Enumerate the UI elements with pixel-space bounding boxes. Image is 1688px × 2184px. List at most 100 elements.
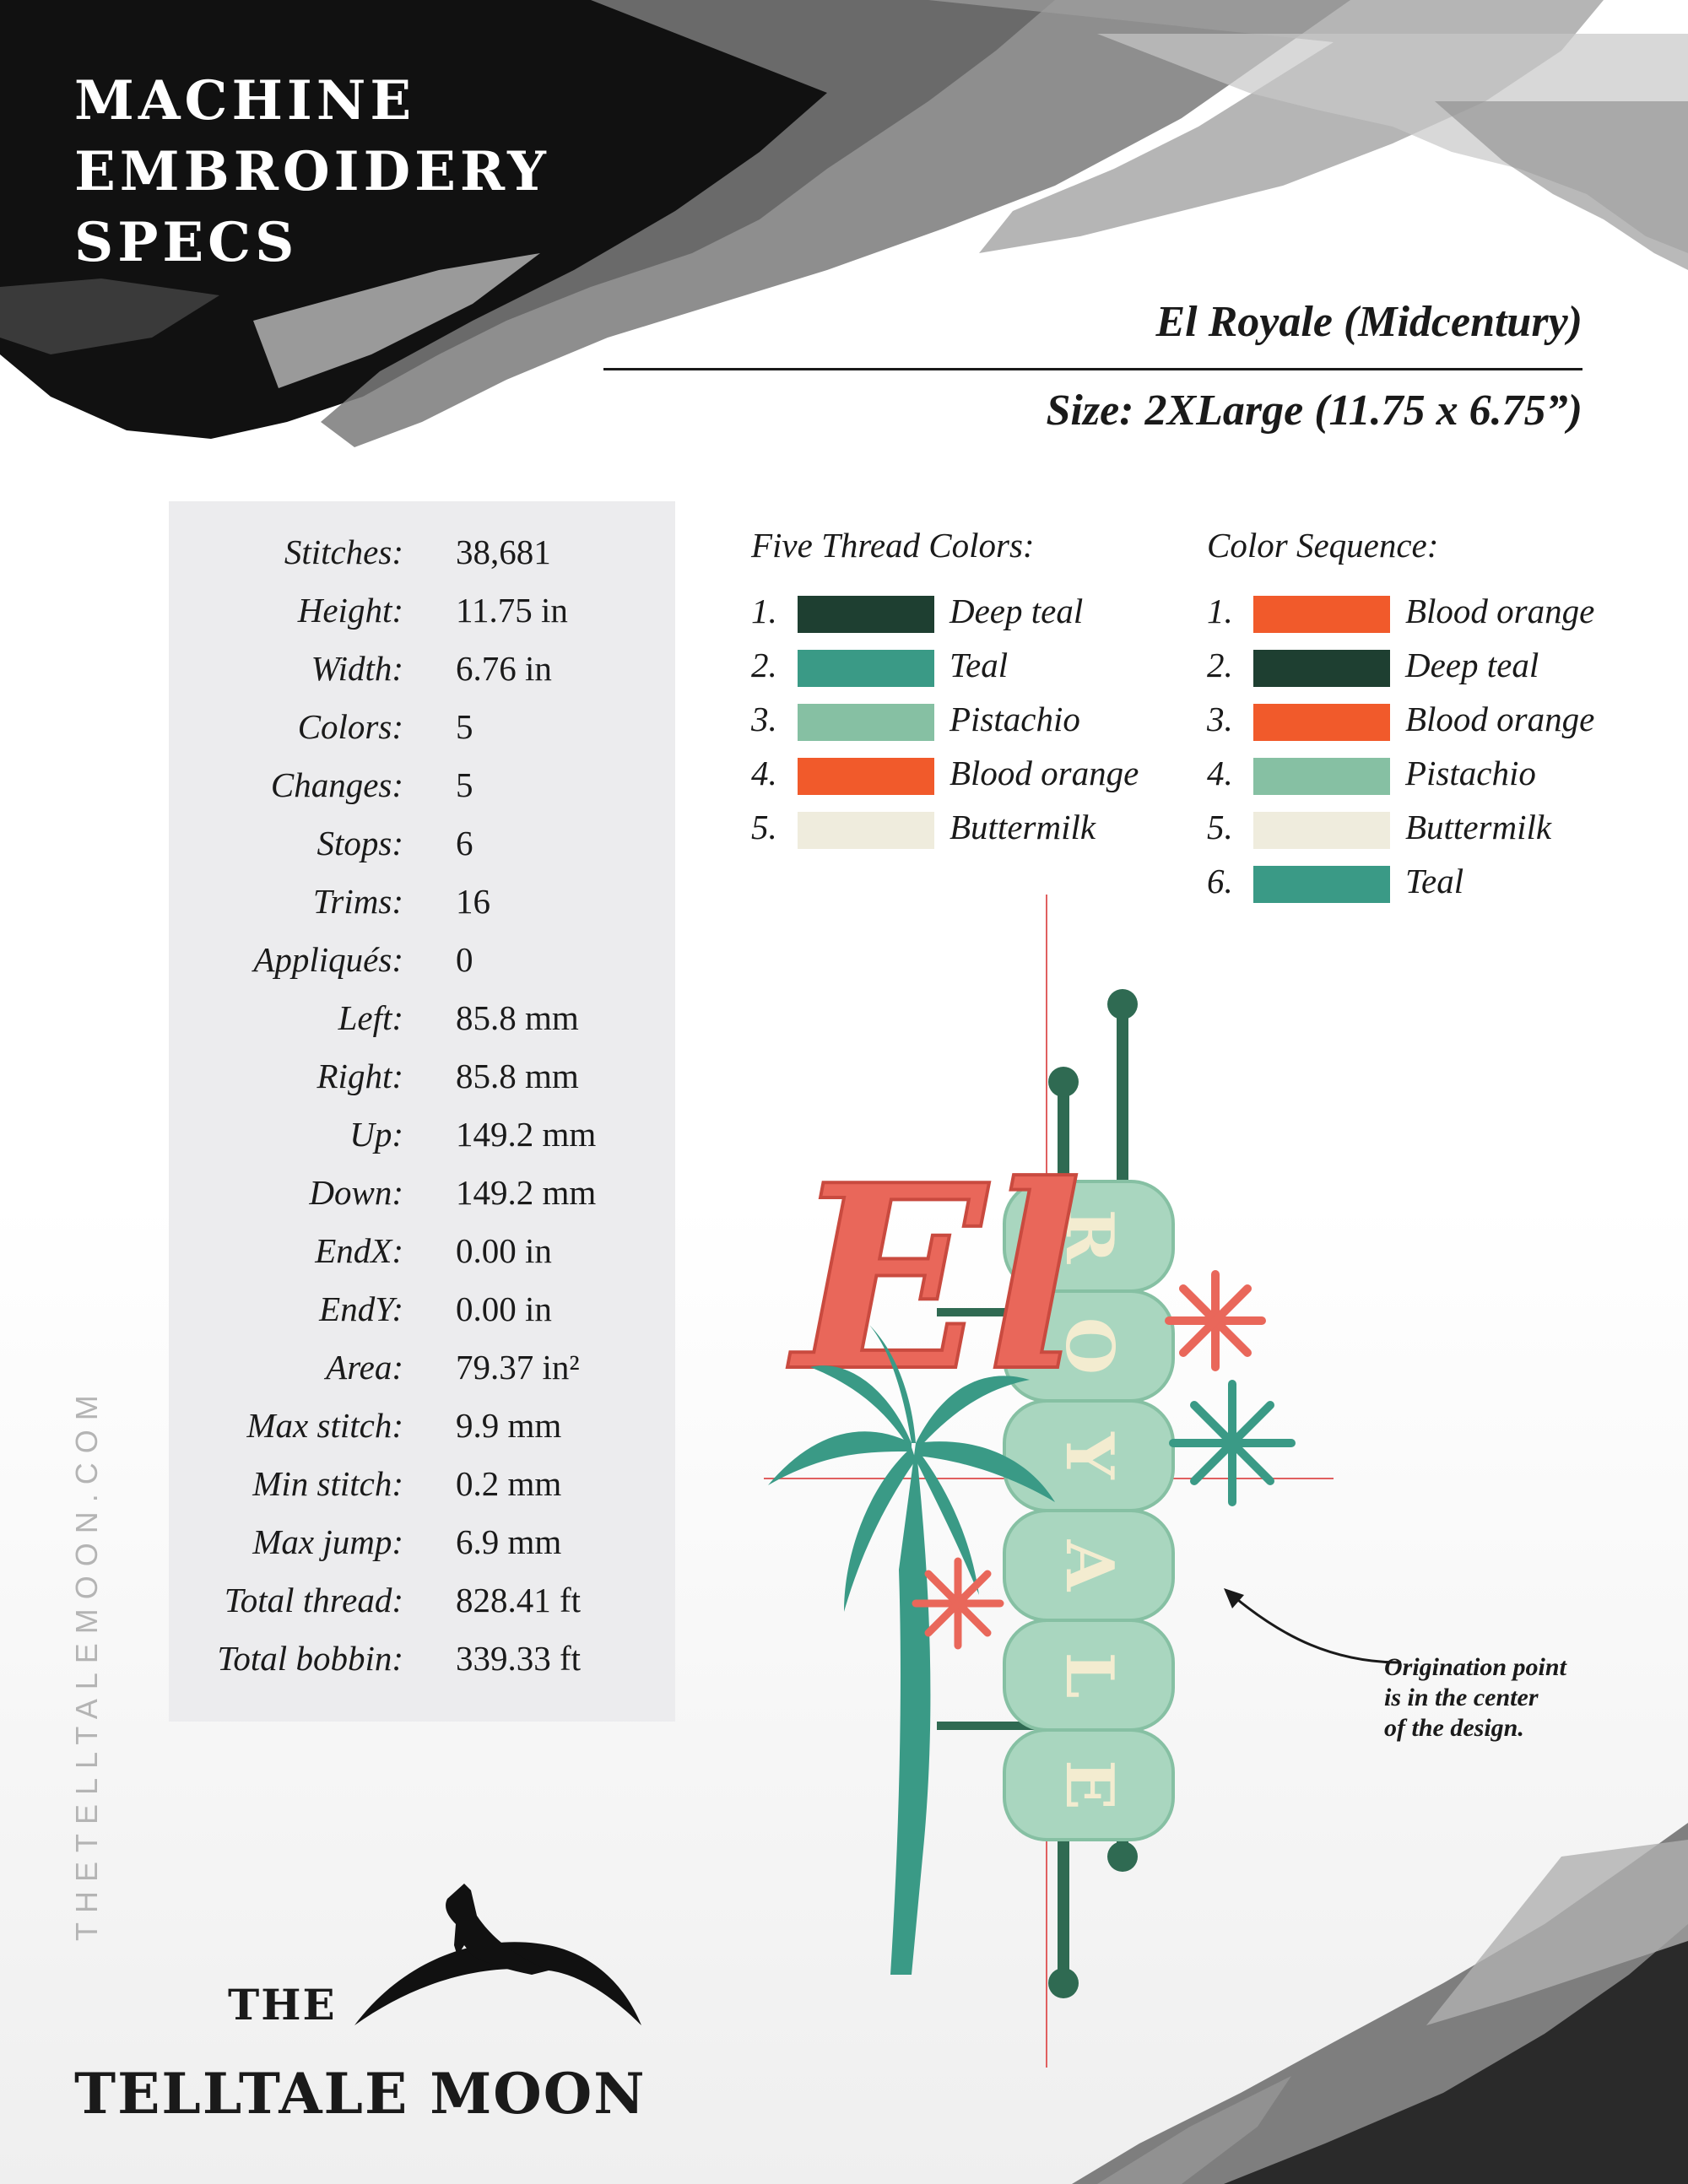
spec-label: Up: <box>349 1115 403 1154</box>
spec-row: Max jump: 6.9 mm <box>169 1522 675 1580</box>
list-item: 3. Pistachio <box>751 699 1156 753</box>
spec-label: Area: <box>326 1348 403 1387</box>
list-number: 3. <box>751 700 777 738</box>
footer-brush-decoration <box>1072 1823 1688 2184</box>
spec-row: Left: 85.8 mm <box>169 997 675 1056</box>
color-swatch <box>1253 758 1390 795</box>
color-swatch <box>1253 596 1390 633</box>
spec-value: 85.8 mm <box>456 1057 579 1095</box>
spec-label: EndY: <box>319 1289 403 1328</box>
spec-row: Up: 149.2 mm <box>169 1114 675 1172</box>
list-item: 2. Deep teal <box>1207 645 1629 699</box>
spec-label: Height: <box>297 591 403 630</box>
spec-row: Changes: 5 <box>169 765 675 823</box>
spec-label: Colors: <box>297 707 403 746</box>
list-number: 5. <box>751 808 777 846</box>
spec-label: Stops: <box>316 824 404 862</box>
sign-letter: R <box>1051 1209 1128 1265</box>
spec-label: Total bobbin: <box>217 1639 403 1678</box>
starburst-orange-bottom <box>912 1557 1004 1650</box>
spec-value: 5 <box>456 707 473 746</box>
website-url: THETELLTALEMOON.COM <box>69 1386 104 1941</box>
spec-label: EndX: <box>315 1231 403 1270</box>
spec-row: Width: 6.76 in <box>169 648 675 706</box>
spec-row: Min stitch: 0.2 mm <box>169 1463 675 1522</box>
header-brush-decoration <box>0 0 1688 447</box>
list-number: 4. <box>1207 754 1233 792</box>
color-swatch <box>1253 650 1390 687</box>
spec-label: Trims: <box>312 882 403 921</box>
spec-label: Width: <box>311 649 403 688</box>
spec-row: Stitches: 38,681 <box>169 532 675 590</box>
spec-row: Height: 11.75 in <box>169 590 675 648</box>
list-item: 3. Blood orange <box>1207 699 1629 753</box>
spec-label: Right: <box>316 1057 403 1095</box>
list-item: 2. Teal <box>751 645 1156 699</box>
embroidery-design-preview: R O Y A L E El <box>764 895 1334 2068</box>
spec-value: 79.37 in² <box>456 1348 580 1387</box>
spec-row: Appliqués: 0 <box>169 939 675 997</box>
color-sequence-list: 1. Blood orange 2. Deep teal 3. Blood orang… <box>1207 591 1629 920</box>
origination-note: Origination point is in the center of th… <box>1384 1652 1566 1743</box>
color-swatch <box>798 704 934 741</box>
page-heading-line: SPECS <box>74 211 299 274</box>
color-name: Teal <box>1405 862 1464 900</box>
color-name: Buttermilk <box>950 808 1096 846</box>
spec-row: Total thread: 828.41 ft <box>169 1580 675 1638</box>
brand-the: THE <box>228 1980 337 2030</box>
spec-label: Total thread: <box>224 1581 403 1619</box>
list-number: 1. <box>1207 592 1233 630</box>
title-divider <box>603 368 1582 370</box>
spec-value: 0.00 in <box>456 1289 552 1328</box>
spec-label: Changes: <box>270 765 403 804</box>
thread-colors-heading: Five Thread Colors: <box>751 526 1035 565</box>
color-swatch <box>798 596 934 633</box>
spec-value: 0.2 mm <box>456 1464 562 1503</box>
list-number: 5. <box>1207 808 1233 846</box>
sign-letter: A <box>1051 1539 1128 1592</box>
spec-row: Trims: 16 <box>169 881 675 939</box>
color-name: Teal <box>950 646 1009 684</box>
spec-value: 149.2 mm <box>456 1173 597 1212</box>
note-line: is in the center <box>1384 1684 1539 1711</box>
spec-value: 85.8 mm <box>456 998 579 1037</box>
list-item: 1. Deep teal <box>751 591 1156 645</box>
design-title: El Royale (Midcentury) <box>1155 298 1582 346</box>
design-size: Size: 2XLarge (11.75 x 6.75”) <box>1046 387 1582 435</box>
specs-panel: Stitches: 38,681 Height: 11.75 in Width: 6.… <box>169 501 675 1722</box>
spec-value: 339.33 ft <box>456 1639 582 1678</box>
note-line: of the design. <box>1384 1714 1524 1742</box>
list-number: 2. <box>1207 646 1233 684</box>
spec-value: 6 <box>456 824 473 862</box>
list-item: 4. Blood orange <box>751 753 1156 807</box>
thread-colors-list: 1. Deep teal 2. Teal 3. Pistachio 4. Blood o… <box>751 591 1156 869</box>
spec-value: 38,681 <box>456 532 551 571</box>
spec-value: 0.00 in <box>456 1231 552 1270</box>
spec-row: Area: 79.37 in² <box>169 1347 675 1405</box>
spec-label: Appliqués: <box>253 940 403 979</box>
spec-label: Max jump: <box>252 1522 403 1561</box>
spec-label: Min stitch: <box>252 1464 403 1503</box>
color-sequence-heading: Color Sequence: <box>1207 526 1439 565</box>
sign-letter: E <box>1051 1760 1128 1809</box>
starburst-teal <box>1169 1380 1296 1506</box>
list-number: 4. <box>751 754 777 792</box>
color-name: Pistachio <box>950 700 1080 738</box>
spec-label: Max stitch: <box>246 1406 403 1445</box>
color-name: Blood orange <box>1405 592 1595 630</box>
color-name: Deep teal <box>1405 646 1539 684</box>
list-item: 4. Pistachio <box>1207 753 1629 807</box>
spec-value: 149.2 mm <box>456 1115 597 1154</box>
color-name: Buttermilk <box>1405 808 1552 846</box>
list-number: 2. <box>751 646 777 684</box>
spec-value: 9.9 mm <box>456 1406 562 1445</box>
spec-value: 0 <box>456 940 473 979</box>
color-swatch <box>1253 812 1390 849</box>
spec-value: 11.75 in <box>456 591 568 630</box>
spec-row: EndY: 0.00 in <box>169 1289 675 1347</box>
spec-label: Stitches: <box>284 532 403 571</box>
spec-row: Max stitch: 9.9 mm <box>169 1405 675 1463</box>
spec-row: Total bobbin: 339.33 ft <box>169 1638 675 1696</box>
note-line: Origination point <box>1384 1653 1566 1681</box>
color-name: Pistachio <box>1405 754 1536 792</box>
